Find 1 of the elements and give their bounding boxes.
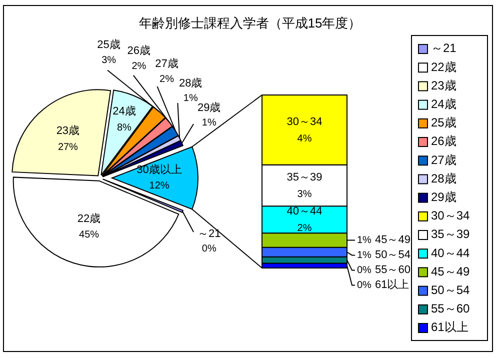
title: 年齢別修士課程入学者（平成15年度）: [138, 15, 362, 30]
